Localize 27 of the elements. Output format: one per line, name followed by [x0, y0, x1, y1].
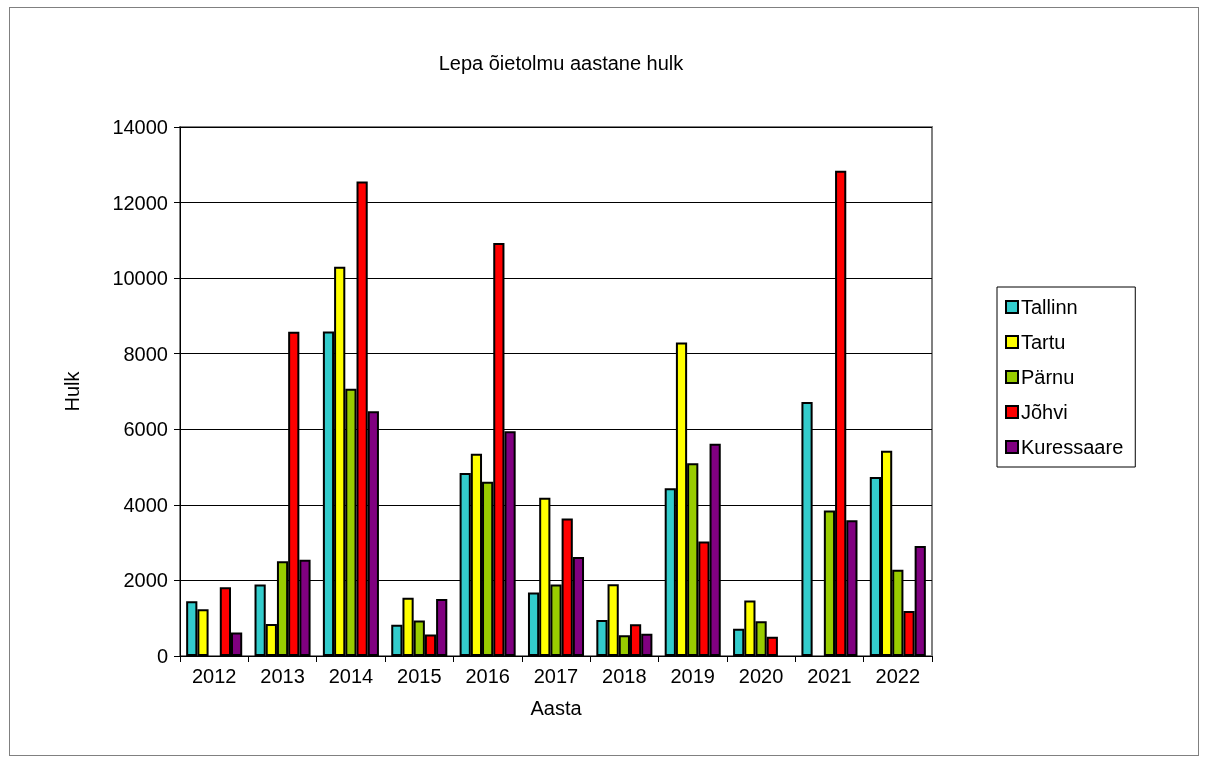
y-tick-label: 0 [156, 645, 168, 667]
x-tick-label: 2019 [670, 665, 715, 687]
legend-label: Jõhvi [1021, 401, 1068, 423]
y-tick-label: 6000 [123, 418, 168, 441]
y-axis-title: Hulk [61, 370, 83, 412]
x-tick-label: 2017 [533, 665, 579, 687]
x-tick-label: 2021 [807, 665, 852, 687]
y-tick-label: 10000 [112, 267, 168, 290]
y-tick-label: 4000 [123, 493, 168, 516]
x-tick-label: 2016 [465, 665, 510, 687]
x-tick-label: 2015 [397, 665, 442, 687]
y-tick-label: 8000 [123, 342, 168, 365]
x-axis-title: Aasta [530, 697, 583, 719]
y-tick-label: 2000 [123, 569, 168, 592]
x-tick-label: 2014 [328, 665, 374, 687]
legend-label: Tallinn [1021, 296, 1078, 318]
x-tick-label: 2012 [191, 665, 237, 687]
y-tick-label: 14000 [112, 116, 168, 138]
chart-title: Lepa õietolmu aastane hulk [438, 52, 685, 74]
x-tick-label: 2013 [260, 665, 305, 687]
legend-label: Pärnu [1021, 366, 1075, 388]
legend-label: Tartu [1021, 331, 1066, 353]
x-tick-label: 2022 [875, 665, 921, 687]
x-tick-label: 2018 [602, 665, 647, 687]
y-tick-label: 12000 [112, 191, 168, 214]
x-tick-label: 2020 [738, 665, 784, 687]
legend-label: Kuressaare [1021, 436, 1124, 458]
